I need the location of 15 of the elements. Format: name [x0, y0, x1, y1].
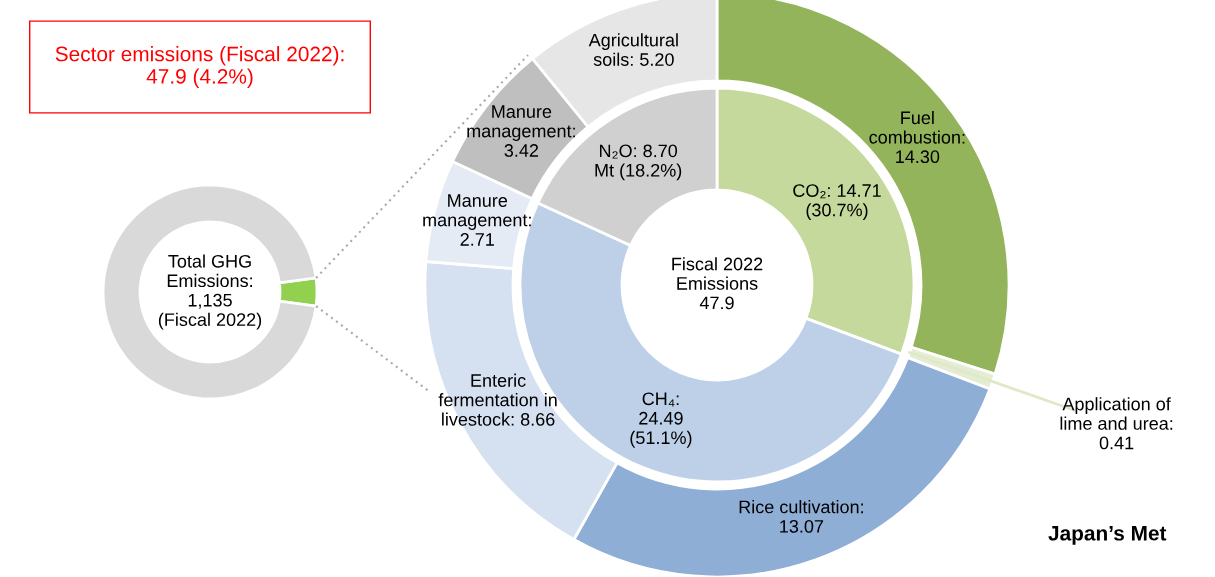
text: Japan’s Met: [1048, 526, 1167, 545]
data-label: Rice cultivation: 13.07: [739, 500, 863, 533]
data-label: Agricultural soils: 5.20: [588, 33, 678, 66]
data-label: N₂O: 8.70 Mt (18.2%): [595, 144, 682, 181]
data-label: CH₄: 24.49 (51.1%): [630, 392, 692, 448]
data-label: Manure management: 2.71: [423, 194, 531, 246]
text: Sector emissions (Fiscal 2022): 47.9 (4.2%): [55, 46, 344, 88]
data-label: Fuel combustion: 14.30: [869, 110, 965, 164]
text: Fiscal 2022 Emissions 47.9: [672, 257, 763, 310]
data-label: CO₂: 14.71 (30.7%): [793, 184, 881, 220]
data-label: Manure management: 3.42: [467, 105, 575, 157]
data-label: Application of lime and urea: 0.41: [1060, 397, 1173, 450]
text: Total GHG Emissions: 1,135 (Fiscal 2022): [158, 254, 262, 330]
data-label: Enteric fermentation in livestock: 8.66: [438, 373, 557, 426]
donut-slice: [101, 183, 318, 401]
